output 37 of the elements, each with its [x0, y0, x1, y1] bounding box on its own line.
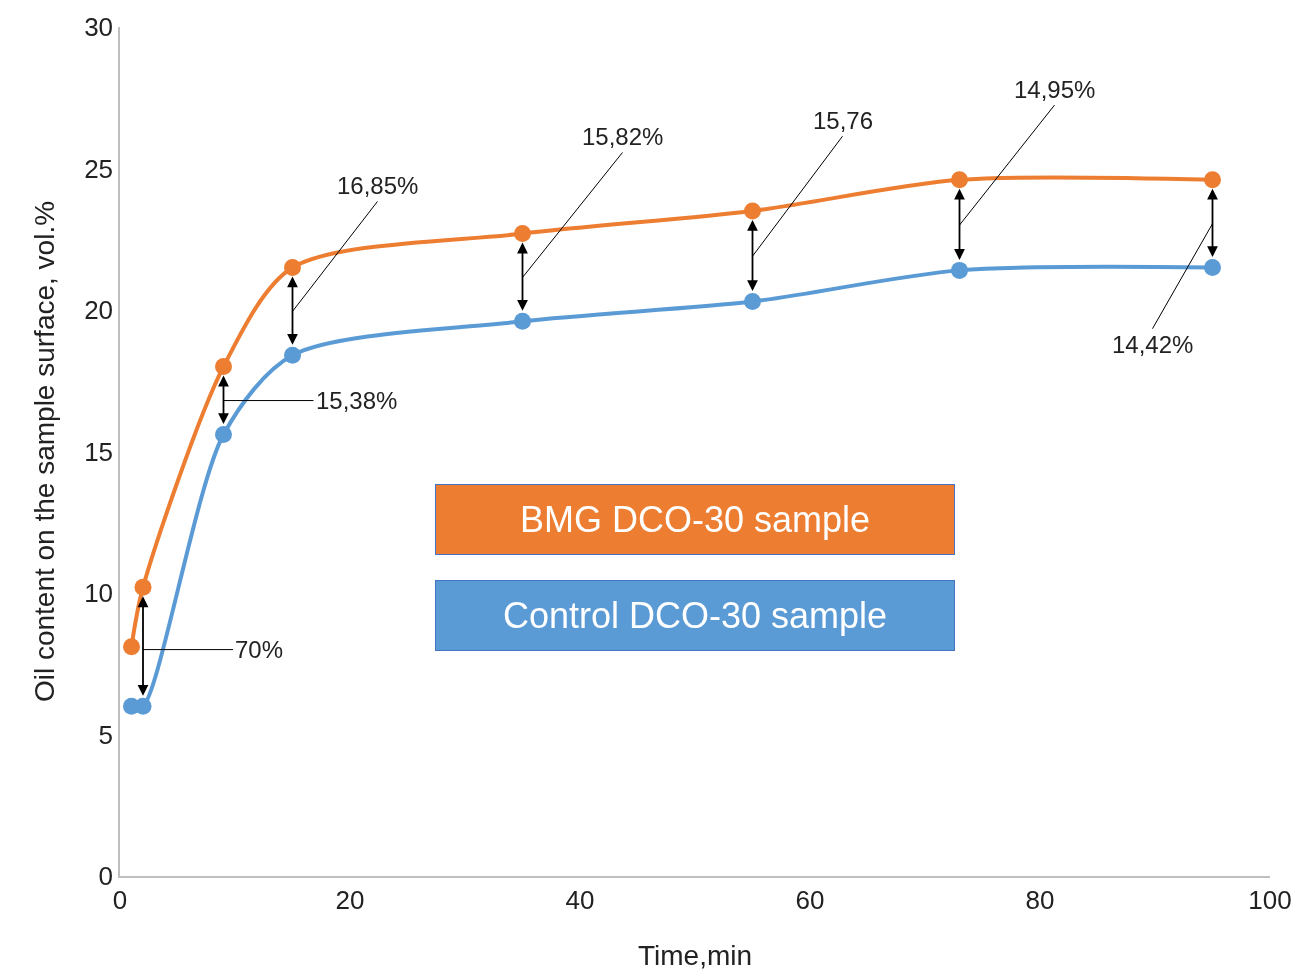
y-tick-label: 20	[84, 295, 114, 326]
point	[744, 293, 761, 310]
annotation: 15,38%	[316, 387, 398, 414]
y-tick-label: 10	[84, 578, 114, 609]
y-tick-label: 30	[84, 12, 114, 43]
y-tick-label: 25	[84, 153, 114, 184]
x-tick-label: 100	[1248, 884, 1292, 915]
text: Control DCO-30 sample	[502, 595, 888, 636]
point	[215, 358, 232, 376]
y-tick-label: 5	[98, 719, 114, 750]
annotation: 70%	[235, 636, 284, 663]
x-axis-title: Time,min	[637, 940, 753, 971]
point	[284, 346, 301, 364]
point	[744, 202, 761, 220]
y-axis-title: Oil content on the sample surface, vol.%	[28, 200, 60, 703]
annotation: 15,82%	[582, 123, 664, 150]
point	[951, 171, 968, 189]
point	[1204, 171, 1221, 189]
annotation: 15,76	[813, 107, 874, 134]
point	[951, 261, 968, 279]
point	[514, 312, 531, 330]
annotation: 14,42%	[1112, 331, 1194, 358]
x-tick-label: 80	[1025, 884, 1055, 915]
y-tick-label: 15	[84, 436, 114, 467]
point	[134, 578, 152, 596]
y-tick-label: 0	[98, 861, 114, 892]
point	[123, 638, 140, 656]
annotation: 16,85%	[337, 172, 419, 199]
point	[284, 259, 301, 277]
point	[215, 426, 232, 444]
point	[514, 225, 531, 243]
x-tick-label: 20	[335, 884, 365, 915]
point	[1204, 259, 1221, 277]
x-tick-label: 40	[565, 884, 595, 915]
x-tick-label: 60	[795, 884, 825, 915]
text: BMG DCO-30 sample	[519, 499, 871, 540]
annotation: 14,95%	[1014, 76, 1096, 103]
